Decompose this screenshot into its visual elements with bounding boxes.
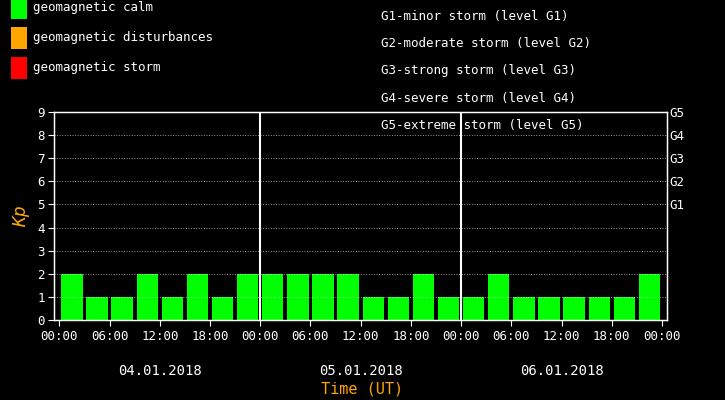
Bar bbox=[312, 274, 334, 320]
Bar bbox=[262, 274, 283, 320]
Bar bbox=[62, 274, 83, 320]
Text: 05.01.2018: 05.01.2018 bbox=[319, 364, 402, 378]
Bar bbox=[488, 274, 510, 320]
Text: G5-extreme storm (level G5): G5-extreme storm (level G5) bbox=[381, 119, 583, 132]
Bar bbox=[86, 297, 108, 320]
Bar bbox=[513, 297, 534, 320]
Bar bbox=[563, 297, 585, 320]
Bar bbox=[136, 274, 158, 320]
Bar bbox=[589, 297, 610, 320]
Bar bbox=[162, 297, 183, 320]
Bar bbox=[337, 274, 359, 320]
Text: geomagnetic disturbances: geomagnetic disturbances bbox=[33, 32, 212, 44]
Bar bbox=[639, 274, 660, 320]
Text: 04.01.2018: 04.01.2018 bbox=[118, 364, 202, 378]
Bar bbox=[112, 297, 133, 320]
Text: G4-severe storm (level G4): G4-severe storm (level G4) bbox=[381, 92, 576, 105]
Bar bbox=[237, 274, 258, 320]
Bar bbox=[388, 297, 409, 320]
Text: geomagnetic calm: geomagnetic calm bbox=[33, 2, 153, 14]
Text: Time (UT): Time (UT) bbox=[321, 381, 404, 396]
Text: G1-minor storm (level G1): G1-minor storm (level G1) bbox=[381, 10, 568, 23]
Bar bbox=[187, 274, 208, 320]
Bar bbox=[438, 297, 459, 320]
Bar bbox=[362, 297, 384, 320]
Y-axis label: Kp: Kp bbox=[12, 205, 30, 227]
Bar bbox=[212, 297, 233, 320]
Bar bbox=[413, 274, 434, 320]
Bar bbox=[287, 274, 309, 320]
Text: G3-strong storm (level G3): G3-strong storm (level G3) bbox=[381, 64, 576, 78]
Text: geomagnetic storm: geomagnetic storm bbox=[33, 62, 160, 74]
Bar bbox=[613, 297, 635, 320]
Bar bbox=[463, 297, 484, 320]
Text: G2-moderate storm (level G2): G2-moderate storm (level G2) bbox=[381, 37, 591, 50]
Bar bbox=[539, 297, 560, 320]
Text: 06.01.2018: 06.01.2018 bbox=[520, 364, 603, 378]
